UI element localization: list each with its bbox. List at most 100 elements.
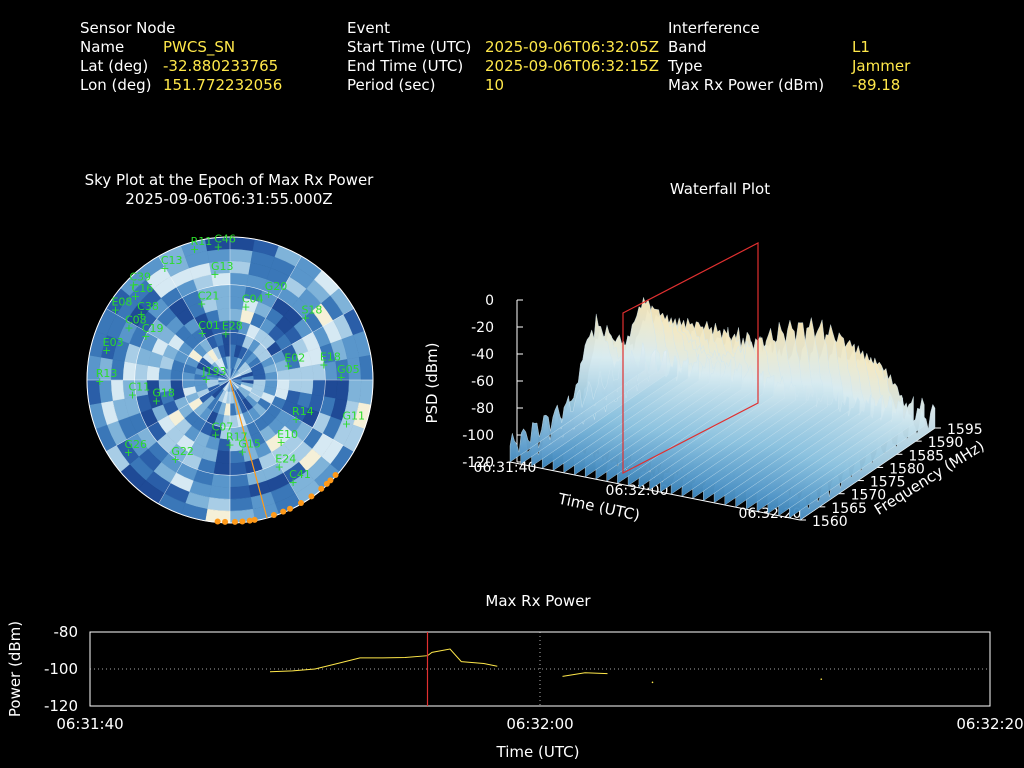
power-point — [651, 681, 654, 684]
sky-azimuth-spoke — [106, 308, 231, 381]
satellite-label: E28 — [222, 320, 243, 333]
satellite-label: C41 — [289, 468, 311, 481]
satellite-c21: +C21 — [197, 289, 219, 310]
sky-cell — [300, 379, 314, 395]
satellite-c08: +C08 — [124, 313, 146, 334]
satellite-c07: +C07 — [211, 421, 233, 442]
waterfall-z-tick-label: -80 — [471, 401, 494, 417]
waterfall-freq-tick-label: 1585 — [908, 448, 944, 464]
event-heading: Event — [347, 19, 390, 37]
satellite-label: G05 — [337, 363, 360, 376]
jammer-bearing-line — [229, 379, 268, 519]
waterfall-z-tick-label: -120 — [462, 455, 494, 471]
satellite-label: J193 — [201, 365, 226, 378]
waterfall-z-tick-label: -40 — [471, 347, 494, 363]
satellite-label: C19 — [142, 322, 164, 335]
satellite-marker: + — [342, 417, 351, 430]
satellite-g05: +G05 — [337, 363, 360, 384]
waterfall-z-tick-label: -60 — [471, 374, 494, 390]
satellite-marker: + — [128, 389, 137, 402]
satellite-marker: + — [211, 429, 220, 442]
satellite-label: C13 — [161, 254, 183, 267]
waterfall-z-tick-label: -20 — [471, 320, 494, 336]
satellite-label: E08 — [111, 295, 132, 308]
waterfall-freq-tick-label: 1570 — [851, 488, 887, 504]
sky-cell — [358, 379, 373, 406]
sky-cell — [311, 379, 326, 397]
power-x-label: Time (UTC) — [496, 743, 580, 761]
satellite-g11: +G11 — [342, 409, 365, 430]
waterfall-z-tick-label: 0 — [485, 293, 494, 309]
sensor-lon-value: 151.772232056 — [163, 76, 283, 94]
waterfall-title: Waterfall Plot — [669, 180, 771, 198]
satellite-marker: + — [190, 243, 199, 256]
satellite-label: E03 — [103, 336, 124, 349]
sky-plot: +C46+R11+C13+C39+C16+E08+C38+C08+G13+G20… — [86, 232, 374, 525]
interference-band-value: L1 — [852, 38, 870, 56]
satellite-e18: +E18 — [319, 350, 341, 371]
satellite-e28: +E28 — [221, 320, 243, 341]
sky-cell — [229, 485, 251, 500]
satellite-e03: +E03 — [102, 336, 124, 357]
power-x-tick-label: 06:31:40 — [56, 715, 123, 733]
satellite-marker: + — [202, 373, 211, 386]
sky-cell — [229, 473, 249, 488]
satellite-s18: +S18 — [301, 304, 323, 325]
satellite-c01: +C01 — [198, 319, 220, 340]
waterfall-marker-plane — [622, 242, 759, 474]
jammer-point — [298, 499, 304, 506]
satellite-label: E02 — [284, 351, 305, 364]
satellite-label: C16 — [132, 282, 154, 295]
satellite-label: C07 — [212, 421, 234, 434]
power-series-line — [562, 672, 608, 677]
satellite-label: C38 — [137, 300, 159, 313]
satellite-c38: +C38 — [137, 300, 159, 321]
sky-cell — [229, 497, 253, 512]
satellite-marker: + — [137, 308, 146, 321]
satellite-label: C46 — [214, 232, 236, 245]
satellite-label: E10 — [277, 428, 298, 441]
sky-cell — [213, 461, 231, 476]
sky-cell — [110, 379, 125, 401]
satellite-label: G18 — [152, 387, 175, 400]
power-y-tick-label: -100 — [44, 660, 78, 678]
sky-plot-grid — [86, 236, 374, 524]
power-point — [820, 678, 823, 680]
satellite-marker: + — [131, 290, 140, 303]
satellite-label: R17 — [226, 431, 248, 444]
interference-type-label: Type — [668, 57, 703, 75]
sky-azimuth-spoke — [158, 256, 231, 381]
jammer-point — [239, 518, 246, 525]
satellite-j193: +J193 — [201, 365, 226, 386]
sensor-heading: Sensor Node — [80, 19, 176, 37]
satellite-marker: + — [141, 330, 150, 343]
satellite-marker: + — [289, 476, 298, 489]
satellite-marker: + — [124, 321, 133, 334]
interference-type-value: Jammer — [852, 57, 911, 75]
jammer-point — [222, 518, 229, 525]
satellite-label: E24 — [275, 452, 296, 465]
satellite-c46: +C46 — [214, 232, 236, 253]
jammer-point — [231, 518, 238, 525]
satellite-label: C04 — [242, 292, 264, 305]
satellite-marker: + — [264, 288, 273, 301]
satellite-marker: + — [124, 446, 133, 459]
satellite-label: C08 — [125, 313, 147, 326]
power-y-label: Power (dBm) — [6, 621, 24, 717]
satellite-e08: +E08 — [111, 295, 133, 316]
satellite-marker: + — [214, 240, 223, 253]
satellite-r11: +R11 — [190, 235, 212, 256]
satellite-label: G26 — [124, 438, 147, 451]
satellite-marker: + — [160, 262, 169, 275]
waterfall-freq-tick-label: 1580 — [889, 461, 925, 477]
satellite-g22: +G22 — [171, 445, 194, 466]
satellite-marker: + — [284, 359, 293, 372]
satellite-marker: + — [301, 312, 310, 325]
sensor-lat-value: -32.880233765 — [163, 57, 279, 75]
sky-plot-title: Sky Plot at the Epoch of Max Rx Power — [84, 171, 374, 189]
satellite-g18: +G18 — [152, 387, 175, 408]
satellite-marker: + — [276, 436, 285, 449]
satellite-marker: + — [198, 327, 207, 340]
satellite-g20: +G20 — [264, 280, 287, 301]
satellite-label: C01 — [198, 319, 220, 332]
